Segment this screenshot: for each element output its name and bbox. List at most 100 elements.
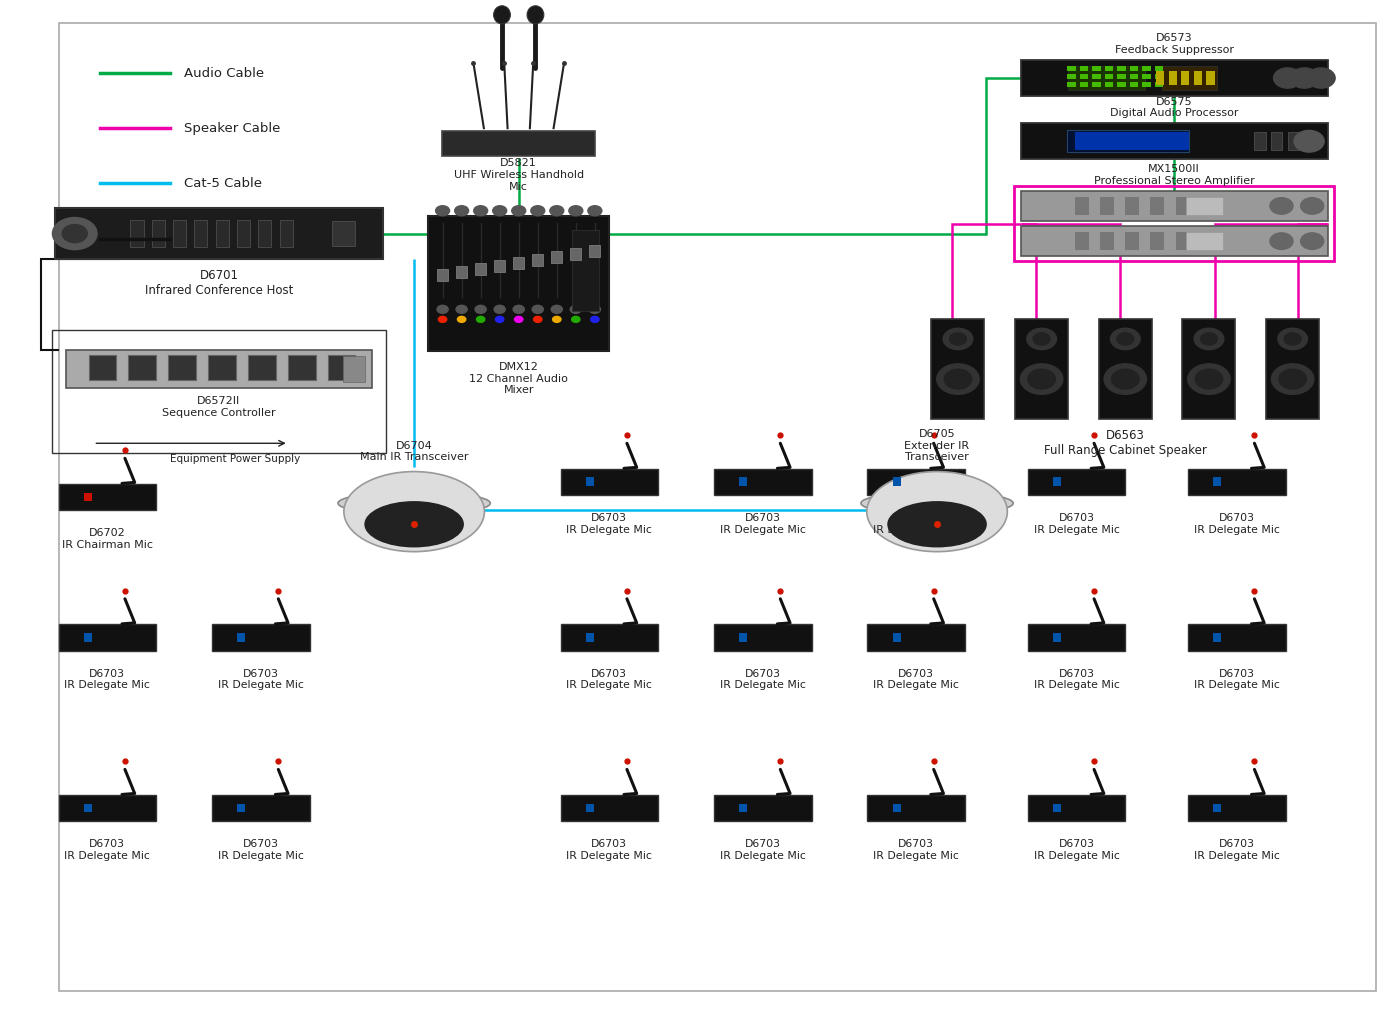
FancyBboxPatch shape [1214,803,1221,812]
FancyBboxPatch shape [168,355,196,379]
FancyBboxPatch shape [332,221,356,246]
FancyBboxPatch shape [739,477,748,486]
FancyBboxPatch shape [238,803,245,812]
FancyBboxPatch shape [893,803,900,812]
FancyBboxPatch shape [1021,226,1327,256]
FancyBboxPatch shape [1021,123,1327,159]
FancyBboxPatch shape [1053,803,1061,812]
FancyBboxPatch shape [88,355,116,379]
Circle shape [437,306,448,314]
Circle shape [1294,130,1324,152]
FancyBboxPatch shape [59,795,157,821]
Text: D6703
IR Delegate Mic: D6703 IR Delegate Mic [567,669,652,690]
FancyBboxPatch shape [552,251,563,263]
FancyBboxPatch shape [1254,132,1266,150]
Text: D6701
Infrared Conference Host: D6701 Infrared Conference Host [144,268,293,297]
Circle shape [1187,364,1231,395]
Circle shape [456,306,468,314]
FancyBboxPatch shape [1126,197,1140,215]
FancyBboxPatch shape [437,269,448,281]
FancyBboxPatch shape [1092,66,1100,71]
Text: D6703
IR Delegate Mic: D6703 IR Delegate Mic [218,669,304,690]
Circle shape [475,306,486,314]
Ellipse shape [494,6,511,24]
Circle shape [553,317,561,322]
FancyBboxPatch shape [1214,633,1221,642]
Circle shape [570,306,581,314]
Circle shape [1200,333,1218,345]
Circle shape [568,206,582,216]
FancyBboxPatch shape [1067,74,1075,79]
Text: D6572II
Sequence Controller: D6572II Sequence Controller [162,397,276,418]
FancyBboxPatch shape [1092,82,1100,87]
Ellipse shape [337,491,490,515]
FancyBboxPatch shape [714,795,812,821]
FancyBboxPatch shape [1155,66,1163,71]
Circle shape [473,206,487,216]
Text: D6704
Main IR Transceiver: D6704 Main IR Transceiver [360,441,469,462]
FancyBboxPatch shape [428,216,609,351]
FancyBboxPatch shape [1015,319,1068,419]
FancyBboxPatch shape [587,633,594,642]
FancyBboxPatch shape [1028,625,1126,651]
FancyBboxPatch shape [1079,74,1088,79]
Text: D6703
IR Delegate Mic: D6703 IR Delegate Mic [1033,669,1120,690]
FancyBboxPatch shape [1130,74,1138,79]
FancyBboxPatch shape [1099,319,1152,419]
FancyBboxPatch shape [1075,232,1089,250]
Circle shape [1105,364,1147,395]
FancyBboxPatch shape [1142,74,1151,79]
FancyBboxPatch shape [211,795,309,821]
Circle shape [1112,369,1140,389]
Text: Audio Cable: Audio Cable [183,67,265,80]
FancyBboxPatch shape [195,220,207,247]
FancyBboxPatch shape [1092,74,1100,79]
FancyBboxPatch shape [1067,82,1075,87]
FancyBboxPatch shape [59,23,1376,991]
FancyBboxPatch shape [1117,74,1126,79]
Text: Power Cable: Power Cable [183,232,266,245]
Text: D6703
IR Delegate Mic: D6703 IR Delegate Mic [1194,669,1280,690]
FancyBboxPatch shape [1079,82,1088,87]
FancyBboxPatch shape [1162,67,1217,90]
FancyBboxPatch shape [1189,468,1285,495]
FancyBboxPatch shape [84,492,92,501]
FancyBboxPatch shape [714,625,812,651]
Text: D6703
IR Delegate Mic: D6703 IR Delegate Mic [874,839,959,861]
Text: D6703
IR Delegate Mic: D6703 IR Delegate Mic [1194,839,1280,861]
Text: D6703
IR Delegate Mic: D6703 IR Delegate Mic [218,839,304,861]
FancyBboxPatch shape [587,477,594,486]
FancyBboxPatch shape [1100,197,1114,215]
Text: Speaker Cable: Speaker Cable [183,122,280,135]
Circle shape [1301,198,1323,214]
Text: D6573
Feedback Suppressor: D6573 Feedback Suppressor [1114,33,1233,54]
Text: D6703
IR Delegate Mic: D6703 IR Delegate Mic [720,839,805,861]
FancyBboxPatch shape [216,220,228,247]
FancyBboxPatch shape [893,477,900,486]
Circle shape [533,317,542,322]
Circle shape [588,206,602,216]
FancyBboxPatch shape [1183,319,1235,419]
FancyBboxPatch shape [1075,132,1190,150]
FancyBboxPatch shape [1021,60,1327,96]
Text: D6705
Extender IR
Transceiver: D6705 Extender IR Transceiver [904,429,970,462]
Circle shape [493,206,507,216]
Text: D6703
IR Delegate Mic: D6703 IR Delegate Mic [720,669,805,690]
Circle shape [937,364,979,395]
FancyBboxPatch shape [1155,74,1163,79]
FancyBboxPatch shape [1028,468,1126,495]
FancyBboxPatch shape [1142,66,1151,71]
FancyBboxPatch shape [237,220,251,247]
Circle shape [1194,328,1224,349]
FancyBboxPatch shape [573,230,599,311]
Text: D6702
IR Chairman Mic: D6702 IR Chairman Mic [62,529,153,550]
Circle shape [531,206,545,216]
Text: D5821
UHF Wireless Handhold
Mic: D5821 UHF Wireless Handhold Mic [454,158,584,192]
FancyBboxPatch shape [59,625,157,651]
FancyBboxPatch shape [893,633,900,642]
FancyBboxPatch shape [1067,130,1190,152]
Circle shape [944,328,973,349]
FancyBboxPatch shape [238,633,245,642]
FancyBboxPatch shape [1214,477,1221,486]
FancyBboxPatch shape [1028,795,1126,821]
